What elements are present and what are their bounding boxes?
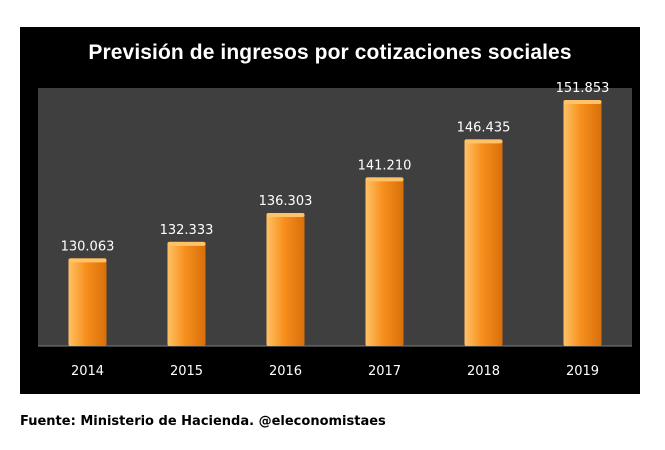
bar-top-highlight [266,212,305,217]
bar-2015 [167,241,206,346]
bar-chart: 130.063 132.333 136.303 141.210 146.435 151.8… [38,81,632,379]
x-tick-label-2016: 2016 [269,364,302,379]
data-label-2016: 136.303 [259,194,313,209]
source-note: Fuente: Ministerio de Hacienda. @elecono… [20,414,386,429]
bar-2019 [563,99,602,346]
bar-2017 [365,177,404,346]
data-label-2014: 130.063 [61,239,115,254]
chart-container: Previsión de ingresos por cotizaciones s… [20,27,640,394]
bar-top-highlight [365,177,404,182]
bar-2014 [68,258,107,346]
x-tick-label-2017: 2017 [368,364,401,379]
bar-top-highlight [563,99,602,104]
data-label-2018: 146.435 [457,120,511,135]
bar-2016 [266,212,305,346]
data-label-2019: 151.853 [556,81,610,96]
bar-2018 [464,139,503,346]
bar-top-highlight [464,139,503,144]
bar-top-highlight [167,241,206,246]
x-tick-label-2019: 2019 [566,364,599,379]
chart-title: Previsión de ingresos por cotizaciones s… [88,41,572,64]
data-label-2015: 132.333 [160,223,214,238]
x-tick-label-2018: 2018 [467,364,500,379]
plot-area [38,88,632,346]
data-label-2017: 141.210 [358,158,412,173]
bar-top-highlight [68,258,107,263]
x-tick-label-2014: 2014 [71,364,104,379]
x-tick-label-2015: 2015 [170,364,203,379]
